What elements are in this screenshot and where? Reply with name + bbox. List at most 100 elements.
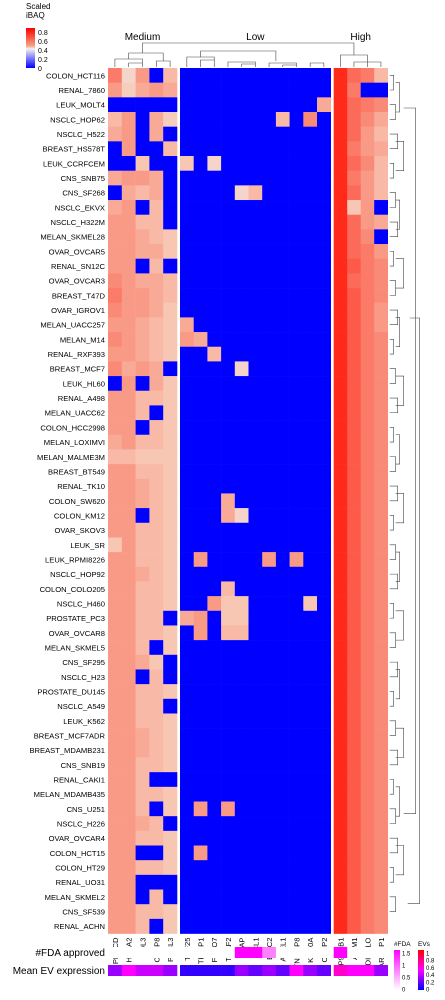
heatmap-cell <box>248 112 263 127</box>
heatmap-cell <box>360 728 375 744</box>
row-label: RENAL_RXF393 <box>48 350 105 359</box>
heatmap-cell <box>221 698 236 714</box>
row-label: MELAN_M14 <box>60 335 105 344</box>
heatmap-cell <box>275 464 290 480</box>
heatmap-cell <box>221 200 236 215</box>
heatmap-cell <box>347 170 361 186</box>
dendrogram-branch <box>395 317 400 348</box>
heatmap-cell <box>193 361 208 377</box>
heatmap-cell <box>374 757 388 773</box>
heatmap-cell <box>135 346 150 362</box>
heatmap-cell <box>333 332 348 348</box>
heatmap-cell <box>108 581 123 597</box>
heatmap-cell <box>303 82 318 98</box>
heatmap-cell <box>333 112 348 127</box>
heatmap-cell <box>234 596 249 612</box>
heatmap-cell <box>221 214 236 230</box>
heatmap-cell <box>207 258 222 274</box>
heatmap-cell <box>262 420 277 436</box>
heatmap-cell <box>180 244 194 260</box>
heatmap-cell <box>289 874 304 890</box>
heatmap-cell <box>193 684 208 700</box>
heatmap-cell <box>108 654 123 670</box>
heatmap-cell <box>374 596 388 612</box>
heatmap-cell <box>207 170 222 186</box>
heatmap-cell <box>221 170 236 186</box>
heatmap-cell <box>333 757 348 773</box>
heatmap-cell <box>374 552 388 568</box>
heatmap-cell <box>262 698 277 714</box>
heatmap-cell <box>347 97 361 113</box>
row-label: MELAN_UACC62 <box>45 409 105 418</box>
heatmap-cell <box>149 845 164 861</box>
heatmap-cell <box>234 801 249 817</box>
heatmap-cell <box>248 918 263 934</box>
heatmap-cell <box>289 390 304 406</box>
heatmap-cell <box>149 508 164 524</box>
heatmap-cell <box>303 845 318 861</box>
heatmap-cell <box>121 537 136 553</box>
heatmap-cell <box>275 112 290 127</box>
heatmap-cell <box>234 640 249 656</box>
heatmap-cell <box>360 537 375 553</box>
heatmap-cell <box>333 596 348 612</box>
heatmap-cell <box>135 82 150 98</box>
heatmap-cell <box>180 464 194 480</box>
heatmap-cell <box>374 141 388 157</box>
heatmap-cell <box>108 904 123 920</box>
heatmap-cell <box>108 346 123 362</box>
heatmap-cell <box>360 581 375 597</box>
heatmap-cell <box>234 141 249 157</box>
heatmap-cell <box>234 185 249 201</box>
row-label: OVAR_IGROV1 <box>51 306 105 315</box>
heatmap-cell <box>360 97 375 113</box>
heatmap-cell <box>289 610 304 626</box>
heatmap-cell <box>333 156 348 171</box>
heatmap-cell <box>180 596 194 612</box>
heatmap-cell <box>347 816 361 832</box>
annotation-cell <box>135 965 150 976</box>
heatmap-cell <box>193 742 208 758</box>
heatmap-cell <box>248 244 263 260</box>
heatmap-cell <box>163 508 178 524</box>
heatmap-cell <box>317 434 331 450</box>
heatmap-cell <box>163 405 178 421</box>
heatmap-cell <box>163 552 178 568</box>
group-label: Medium <box>125 32 161 43</box>
legend-tick-label: 0 <box>38 66 42 73</box>
heatmap-cell <box>374 478 388 494</box>
heatmap-cell <box>275 918 290 934</box>
heatmap-cell <box>303 258 318 274</box>
heatmap-cell <box>163 390 178 406</box>
heatmap-cell <box>275 82 290 98</box>
heatmap-cell <box>207 493 222 509</box>
row-labels: COLON_HCT116 RENAL_7860 LEUK_MOLT4 NSCLC_HO… <box>29 71 105 931</box>
heatmap-cell <box>289 845 304 861</box>
heatmap-cell <box>248 405 263 421</box>
heatmap-cell <box>234 82 249 98</box>
annotation-cell <box>193 965 208 976</box>
heatmap-cell <box>248 610 263 626</box>
heatmap-cell <box>289 508 304 524</box>
heatmap-cell <box>234 156 249 171</box>
heatmap-cell <box>180 772 194 788</box>
heatmap-cell <box>333 405 348 421</box>
heatmap-cell <box>193 786 208 802</box>
heatmap-cell <box>275 698 290 714</box>
dendrogram-branch <box>227 61 256 67</box>
heatmap-cell <box>303 332 318 348</box>
heatmap-cell <box>180 258 194 274</box>
heatmap-cell <box>347 537 361 553</box>
heatmap-cell <box>135 464 150 480</box>
heatmap-cell <box>149 302 164 318</box>
heatmap-cell <box>262 82 277 98</box>
heatmap-cell <box>108 816 123 832</box>
heatmap-cell <box>374 684 388 700</box>
annotation-cell <box>163 965 178 976</box>
heatmap-cell <box>193 185 208 201</box>
heatmap-cell <box>163 126 178 142</box>
heatmap-cell <box>121 918 136 934</box>
heatmap-cell <box>347 434 361 450</box>
heatmap-cell <box>163 860 178 876</box>
heatmap-cell <box>163 420 178 436</box>
